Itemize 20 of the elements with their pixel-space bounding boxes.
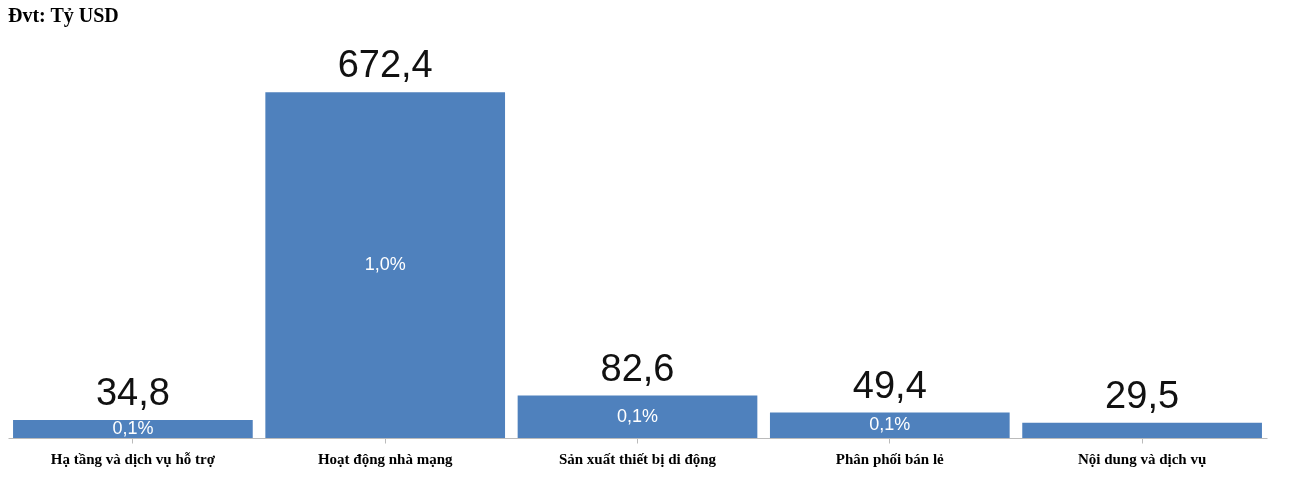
x-tick-label: Hoạt động nhà mạng (317, 450, 453, 467)
bar (769, 412, 1010, 438)
data-label: 672,4 (337, 43, 433, 86)
bar (517, 395, 758, 438)
bar (1022, 422, 1262, 438)
annotation: 0,1% (869, 414, 911, 435)
data-label: 49,4 (852, 363, 927, 406)
x-tick-label: Nội dung và dịch vụ (1077, 450, 1207, 467)
data-label: 29,5 (1105, 373, 1180, 416)
chart-title: Đvt: Tỷ USD (8, 4, 119, 27)
data-label: 82,6 (600, 346, 675, 389)
annotation: 0,1% (112, 418, 154, 439)
x-tick-label: Hạ tầng và dịch vụ hỗ trợ (50, 450, 216, 467)
x-tick-label: Phân phối bán lẻ (835, 450, 945, 467)
annotation: 1,0% (364, 254, 406, 275)
annotation: 0,1% (616, 405, 659, 426)
x-tick-label: Sản xuất thiết bị di động (558, 450, 717, 467)
data-label: 34,8 (95, 371, 170, 414)
bar (265, 92, 506, 438)
bar (13, 420, 253, 438)
